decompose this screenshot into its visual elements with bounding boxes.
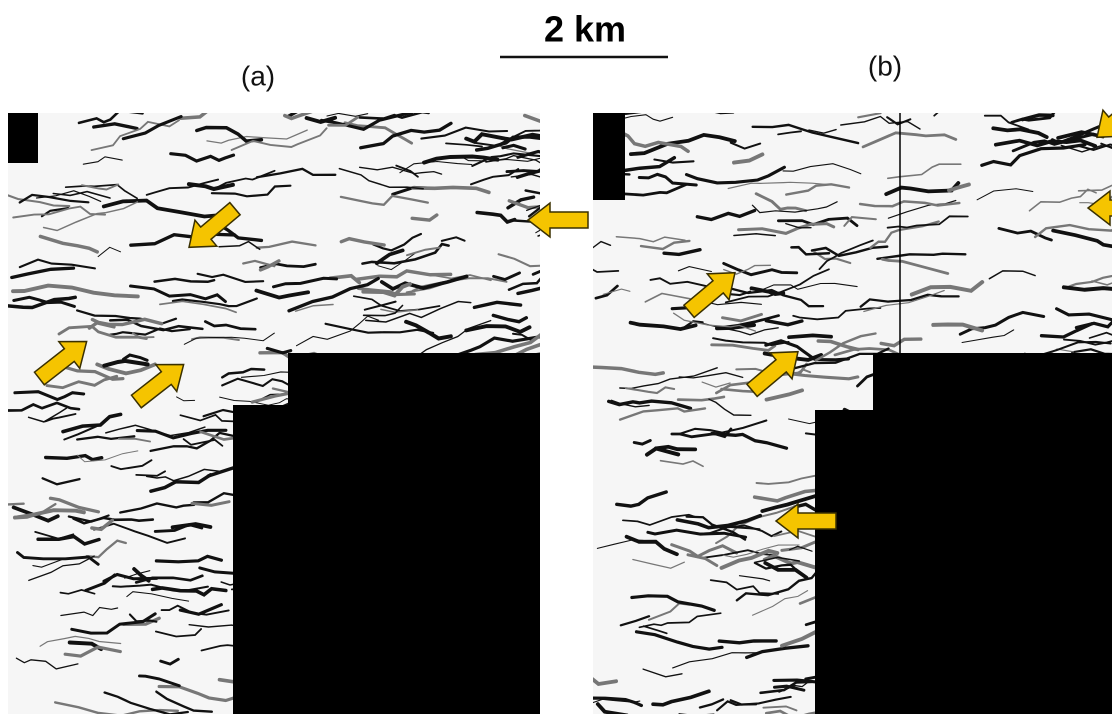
panel-a bbox=[1, 95, 626, 714]
mask bbox=[233, 353, 540, 714]
scale-label: 2 km bbox=[544, 9, 626, 50]
reflector bbox=[626, 106, 733, 113]
mask bbox=[593, 113, 625, 200]
panel-label: (b) bbox=[868, 50, 902, 81]
panel-label: (a) bbox=[241, 60, 275, 91]
reflector bbox=[719, 641, 776, 643]
mask bbox=[8, 113, 38, 163]
panel-b bbox=[586, 99, 1112, 714]
reflector bbox=[789, 335, 831, 337]
figure: 2 km (a) (b) bbox=[0, 0, 1112, 714]
